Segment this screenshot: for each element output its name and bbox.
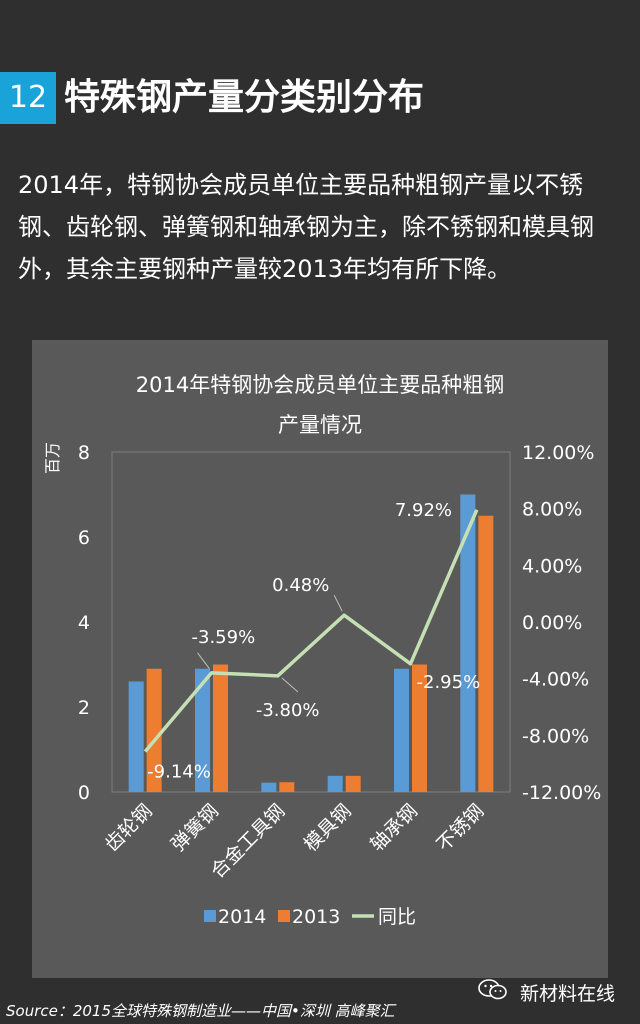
y2-tick-label: -8.00% — [522, 725, 589, 747]
bar-2014 — [394, 668, 409, 792]
bar-2014 — [261, 782, 277, 792]
legend-label: 2014 — [218, 906, 266, 928]
bar-2013 — [345, 775, 361, 792]
line-data-label: -3.80% — [256, 700, 320, 721]
section-number: 12 — [0, 72, 56, 124]
y-tick-label: 8 — [78, 442, 90, 464]
plot-border — [111, 451, 511, 793]
legend-swatch-2013 — [278, 910, 290, 922]
bar-2013 — [478, 515, 494, 792]
source-note: Source：2015全球特殊钢制造业——中国•深圳 高峰聚汇 — [6, 1002, 395, 1020]
plot-area: 0 2 4 6 8 -12.00% -8.00% -4.00% 0.00% 4.00% 8.00% 1… — [78, 442, 601, 883]
y2-tick-label: 0.00% — [522, 612, 582, 634]
y2-tick-label: -12.00% — [522, 782, 601, 804]
line-yoy — [143, 509, 479, 753]
wechat-icon — [478, 978, 508, 1007]
bar-2013 — [412, 664, 427, 792]
chart-title-line-2: 产量情况 — [278, 413, 362, 437]
intro-paragraph: 2014年，特钢协会成员单位主要品种粗钢产量以不锈钢、齿轮钢、弹簧钢和轴承钢为主… — [18, 171, 594, 283]
y-tick-label: 2 — [78, 697, 90, 719]
chart-title-line-1: 2014年特钢协会成员单位主要品种粗钢 — [136, 373, 504, 397]
legend-swatch-2014 — [204, 910, 216, 922]
x-category-label: 弹簧钢 — [167, 800, 223, 856]
brand-name: 新材料在线 — [520, 983, 616, 1005]
leader-line — [197, 652, 210, 670]
line-data-label: -2.95% — [417, 672, 481, 693]
line-data-label: 0.48% — [272, 575, 329, 596]
bar-2014 — [128, 681, 144, 792]
header: 12 特殊钢产量分类别分布 — [0, 72, 640, 124]
x-category-label: 齿轮钢 — [101, 800, 157, 856]
leader-line — [333, 594, 343, 612]
chart-svg: 2014年特钢协会成员单位主要品种粗钢 产量情况 百万 0 2 4 6 8 -12.00%… — [43, 373, 601, 928]
y-tick-label: 6 — [78, 527, 90, 549]
y2-tick-label: 4.00% — [522, 555, 582, 577]
bar-2014 — [195, 668, 210, 792]
legend: 2014 2013 同比 — [204, 906, 416, 928]
y-tick-label: 0 — [78, 782, 90, 804]
x-category-label: 轴承钢 — [366, 800, 422, 856]
line-data-label: 7.92% — [395, 500, 452, 521]
x-category-label: 模具钢 — [300, 800, 356, 856]
brand: 新材料在线 — [478, 978, 615, 1008]
y2-tick-label: -4.00% — [522, 669, 589, 691]
leader-line — [281, 677, 299, 693]
line-data-label: -9.14% — [147, 761, 211, 782]
bar-2013 — [213, 664, 228, 792]
x-category-label: 不锈钢 — [432, 800, 488, 856]
legend-label: 2013 — [292, 906, 340, 928]
y-tick-label: 4 — [78, 612, 90, 634]
page-title: 特殊钢产量分类别分布 — [64, 77, 425, 118]
bar-2013 — [146, 668, 162, 792]
bar-2014 — [460, 494, 476, 792]
bar-2014 — [327, 775, 343, 792]
y-axis-label: 百万 — [43, 442, 62, 474]
y2-tick-label: 12.00% — [522, 442, 594, 464]
chart-panel: 2014年特钢协会成员单位主要品种粗钢 产量情况 百万 0 2 4 6 8 -12.00%… — [32, 340, 608, 978]
bar-2013 — [279, 782, 295, 792]
legend-label: 同比 — [378, 906, 416, 928]
y2-tick-label: 8.00% — [522, 499, 582, 521]
line-data-label: -3.59% — [192, 627, 256, 648]
